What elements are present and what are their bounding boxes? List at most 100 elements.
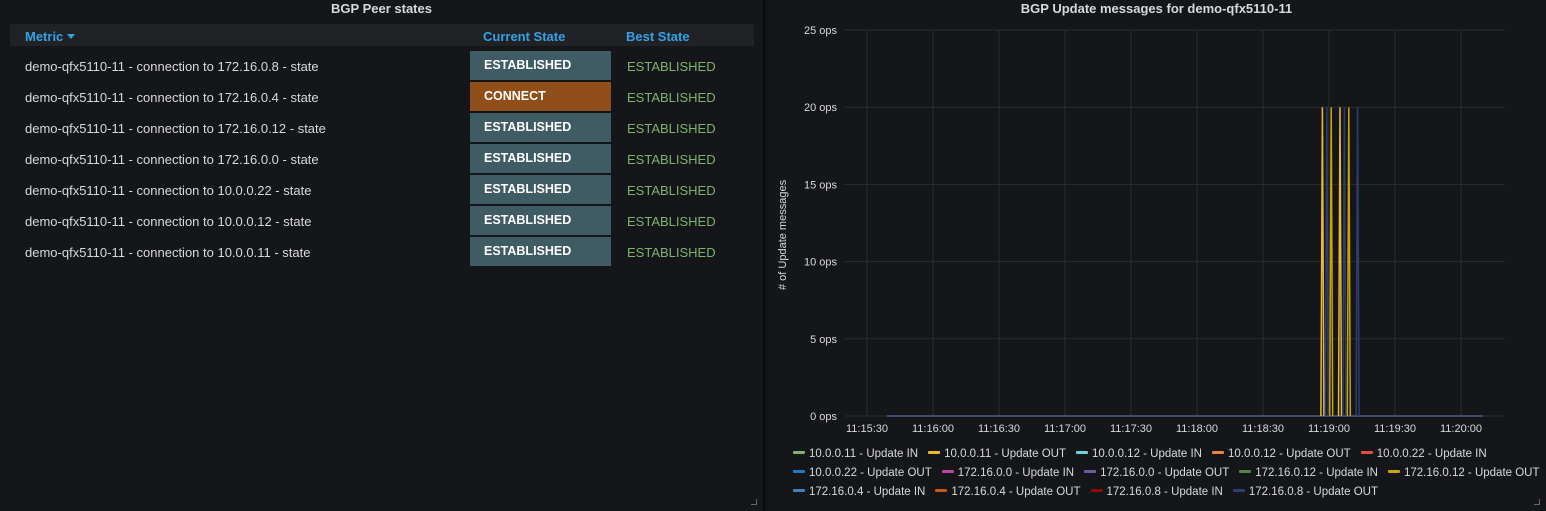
x-tick-label: 11:15:30 xyxy=(846,423,888,435)
current-state-cell: ESTABLISHED xyxy=(470,237,611,266)
panel-resize-handle[interactable] xyxy=(1534,499,1540,505)
legend-label: 10.0.0.12 - Update OUT xyxy=(1227,448,1351,460)
update-messages-chart[interactable]: 0 ops 5 ops 10 ops 15 ops 20 ops 25 ops 11:15:… xyxy=(767,0,1546,445)
y-tick-label: 0 ops xyxy=(810,411,837,423)
legend-label: 172.16.0.0 - Update OUT xyxy=(1100,467,1230,479)
legend-label: 10.0.0.11 - Update OUT xyxy=(944,448,1066,460)
series-spike xyxy=(1342,107,1347,417)
legend-item[interactable]: 172.16.0.0 - Update OUT xyxy=(1084,464,1229,483)
legend-swatch xyxy=(1360,451,1373,454)
table-row: demo-qfx5110-11 - connection to 172.16.0… xyxy=(10,113,754,144)
legend-swatch xyxy=(1232,489,1245,492)
current-state-cell: ESTABLISHED xyxy=(470,113,611,142)
legend-swatch xyxy=(793,489,805,492)
legend-swatch xyxy=(935,489,948,492)
legend-item[interactable]: 10.0.0.11 - Update IN xyxy=(793,445,918,464)
y-tick-label: 10 ops xyxy=(804,257,838,269)
best-state-cell: ESTABLISHED xyxy=(627,245,716,260)
x-tick-label: 11:16:30 xyxy=(978,423,1020,435)
legend-swatch xyxy=(1239,470,1252,473)
legend-item[interactable]: 172.16.0.8 - Update IN xyxy=(1090,483,1223,502)
chart-legend: 10.0.0.11 - Update IN 10.0.0.11 - Update … xyxy=(793,445,1540,502)
legend-item[interactable]: 172.16.0.12 - Update OUT xyxy=(1387,464,1540,483)
metric-cell: demo-qfx5110-11 - connection to 172.16.0… xyxy=(25,121,326,136)
x-tick-label: 11:18:00 xyxy=(1176,423,1218,435)
legend-swatch xyxy=(793,451,805,454)
column-header-current-state[interactable]: Current State xyxy=(483,29,566,44)
current-state-cell: ESTABLISHED xyxy=(470,175,611,204)
y-tick-label: 15 ops xyxy=(804,179,838,191)
legend-item[interactable]: 172.16.0.8 - Update OUT xyxy=(1232,483,1378,502)
legend-label: 172.16.0.4 - Update IN xyxy=(809,486,926,498)
legend-item[interactable]: 172.16.0.4 - Update IN xyxy=(793,483,925,502)
column-header-metric[interactable]: Metric xyxy=(25,24,76,46)
legend-label: 172.16.0.12 - Update OUT xyxy=(1403,467,1540,479)
best-state-cell: ESTABLISHED xyxy=(627,59,716,74)
panel-resize-handle[interactable] xyxy=(751,499,757,505)
legend-item[interactable]: 172.16.0.12 - Update IN xyxy=(1239,464,1378,483)
legend-row: 172.16.0.4 - Update IN 172.16.0.4 - Updat… xyxy=(793,483,1533,502)
legend-label: 172.16.0.4 - Update OUT xyxy=(951,486,1081,498)
table-row: demo-qfx5110-11 - connection to 172.16.0… xyxy=(10,144,754,175)
column-header-best-state[interactable]: Best State xyxy=(626,29,690,44)
series-spike xyxy=(1355,107,1360,417)
legend-item[interactable]: 10.0.0.12 - Update OUT xyxy=(1211,445,1351,464)
legend-label: 10.0.0.22 - Update OUT xyxy=(809,467,932,479)
table-row: demo-qfx5110-11 - connection to 10.0.0.2… xyxy=(10,175,754,206)
best-state-cell: ESTABLISHED xyxy=(627,90,716,105)
legend-item[interactable]: 10.0.0.11 - Update OUT xyxy=(928,445,1066,464)
table-row: demo-qfx5110-11 - connection to 10.0.0.1… xyxy=(10,206,754,237)
table-row: demo-qfx5110-11 - connection to 172.16.0… xyxy=(10,51,754,82)
current-state-cell: ESTABLISHED xyxy=(470,51,611,80)
metric-cell: demo-qfx5110-11 - connection to 10.0.0.2… xyxy=(25,183,312,198)
legend-label: 172.16.0.8 - Update IN xyxy=(1106,486,1223,498)
y-tick-label: 25 ops xyxy=(804,25,838,37)
legend-item[interactable]: 10.0.0.12 - Update IN xyxy=(1076,445,1202,464)
legend-label: 172.16.0.0 - Update IN xyxy=(957,467,1075,479)
legend-swatch xyxy=(1211,451,1224,454)
y-tick-label: 20 ops xyxy=(804,102,838,114)
y-tick-label: 5 ops xyxy=(810,334,837,346)
x-tick-label: 11:17:30 xyxy=(1110,423,1152,435)
x-tick-label: 11:17:00 xyxy=(1044,423,1086,435)
legend-item[interactable]: 10.0.0.22 - Update IN xyxy=(1360,445,1487,464)
legend-label: 10.0.0.12 - Update IN xyxy=(1092,448,1202,460)
x-tick-label: 11:18:30 xyxy=(1242,423,1284,435)
legend-item[interactable]: 10.0.0.22 - Update OUT xyxy=(793,464,932,483)
best-state-cell: ESTABLISHED xyxy=(627,214,716,229)
series-spike xyxy=(1324,107,1330,417)
best-state-cell: ESTABLISHED xyxy=(627,183,716,198)
x-tick-label: 11:16:00 xyxy=(912,423,954,435)
best-state-cell: ESTABLISHED xyxy=(627,121,716,136)
x-tick-label: 11:19:30 xyxy=(1374,423,1416,435)
legend-row: 10.0.0.22 - Update OUT 172.16.0.0 - Updat… xyxy=(793,464,1540,483)
bgp-peer-states-panel: BGP Peer states Metric Current State Bes… xyxy=(0,0,765,511)
current-state-cell: ESTABLISHED xyxy=(470,206,611,235)
metric-cell: demo-qfx5110-11 - connection to 10.0.0.1… xyxy=(25,245,311,260)
metric-cell: demo-qfx5110-11 - connection to 172.16.0… xyxy=(25,152,319,167)
x-tick-label: 11:19:00 xyxy=(1308,423,1350,435)
sort-desc-icon xyxy=(67,34,76,39)
legend-swatch xyxy=(1090,489,1103,492)
panel-title[interactable]: BGP Peer states xyxy=(331,1,432,16)
series-spike xyxy=(1346,107,1352,417)
series-spike xyxy=(1320,107,1325,417)
y-axis-label: # of Update messages xyxy=(777,179,789,290)
current-state-cell: CONNECT xyxy=(470,82,611,111)
series-spike xyxy=(1328,107,1334,417)
legend-swatch xyxy=(928,451,941,454)
chart-title[interactable]: BGP Update messages for demo-qfx5110-11 xyxy=(1020,1,1293,16)
legend-swatch xyxy=(1084,470,1097,473)
legend-swatch xyxy=(941,470,954,473)
metric-cell: demo-qfx5110-11 - connection to 10.0.0.1… xyxy=(25,214,312,229)
legend-row: 10.0.0.11 - Update IN 10.0.0.11 - Update … xyxy=(793,445,1533,464)
table-row: demo-qfx5110-11 - connection to 172.16.0… xyxy=(10,82,754,113)
legend-item[interactable]: 172.16.0.4 - Update OUT xyxy=(935,483,1081,502)
legend-label: 10.0.0.22 - Update IN xyxy=(1376,448,1487,460)
legend-swatch xyxy=(1076,451,1088,454)
bgp-update-messages-panel: BGP Update messages for demo-qfx5110-11 … xyxy=(767,0,1546,511)
metric-cell: demo-qfx5110-11 - connection to 172.16.0… xyxy=(25,59,319,74)
legend-swatch xyxy=(1387,470,1400,473)
best-state-cell: ESTABLISHED xyxy=(627,152,716,167)
legend-item[interactable]: 172.16.0.0 - Update IN xyxy=(941,464,1075,483)
